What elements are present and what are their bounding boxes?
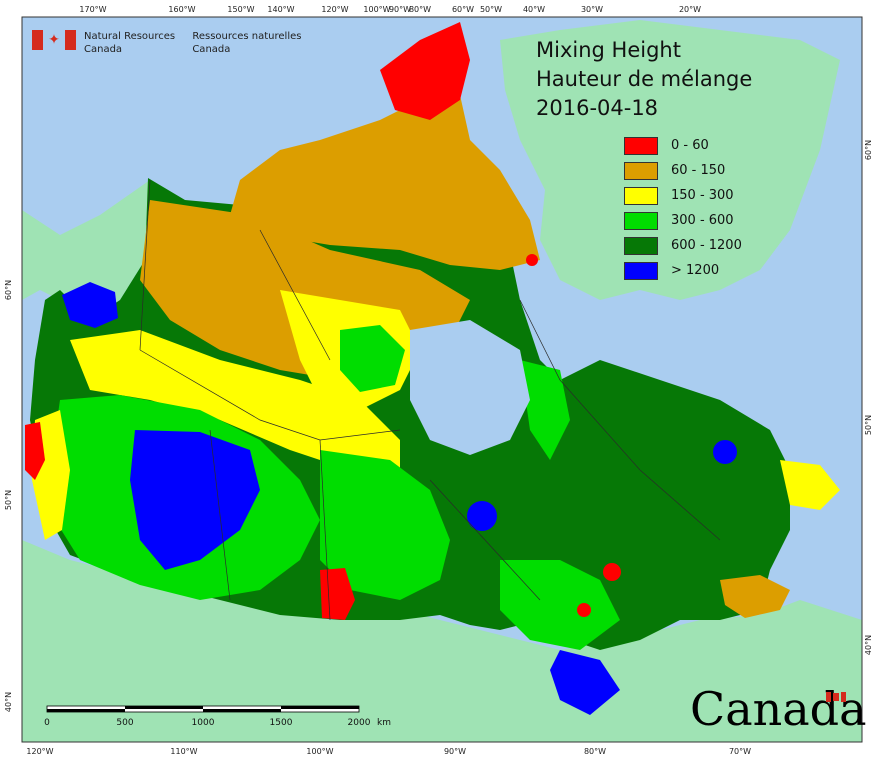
scale-unit: km [377, 718, 391, 728]
zone-blue-yukon [62, 282, 118, 328]
right-latitude-label: 50°N [864, 415, 873, 435]
top-longitude-label: 120°W [321, 5, 348, 14]
left-latitude-label: 50°N [4, 490, 13, 510]
right-latitude-label: 60°N [864, 140, 873, 160]
top-longitude-label: 140°W [267, 5, 294, 14]
bottom-longitude-label: 110°W [170, 747, 197, 756]
zone-red-great-lakes [320, 568, 355, 620]
legend-swatch [624, 136, 658, 155]
bottom-longitude-label: 90°W [444, 747, 466, 756]
legend-label: 60 - 150 [671, 163, 726, 178]
zone-bright-green [340, 325, 405, 392]
top-longitude-labels: 170°W 160°W 150°W 140°W 120°W 100°W90°W80°W 60… [79, 5, 701, 14]
title-date: 2016-04-18 [536, 96, 659, 120]
legend-swatch [624, 211, 658, 230]
wordmark-flag-icon [826, 692, 846, 702]
bottom-longitude-label: 100°W [306, 747, 333, 756]
zone-yellow-band [70, 330, 400, 470]
bottom-longitude-label: 120°W [26, 747, 53, 756]
right-latitude-labels: 60°N 50°N 40°N [864, 140, 873, 655]
agency-en-line-2: Canada [84, 44, 123, 55]
greenland-land [500, 20, 840, 300]
province-boundaries [139, 179, 721, 621]
title-line-en: Mixing Height [536, 38, 681, 62]
zone-green-east [500, 560, 620, 650]
zone-blue-quebec-north [467, 501, 497, 531]
legend: 0 - 60 60 - 150 150 - 300 300 - 600 600 - 12… [624, 133, 742, 283]
arctic-islands [230, 95, 540, 270]
top-longitude-label: 170°W [79, 5, 106, 14]
agency-fr-line-1: Ressources naturelles [192, 31, 302, 42]
top-longitude-label: 80°W [409, 5, 431, 14]
top-longitude-label: 30°W [581, 5, 603, 14]
legend-label: 600 - 1200 [671, 238, 742, 253]
scale-bar [46, 705, 360, 713]
left-latitude-label: 60°N [4, 280, 13, 300]
scale-tick-500: 500 [116, 718, 134, 728]
scale-tick-2000: 2000 [347, 718, 371, 728]
scale-tick-1000: 1000 [191, 718, 215, 728]
legend-label: 300 - 600 [671, 213, 734, 228]
right-latitude-label: 40°N [864, 635, 873, 655]
agency-name: Natural Resources Canada Ressources natu… [84, 30, 315, 56]
zone-green-ontario [320, 450, 450, 600]
legend-item: 300 - 600 [624, 208, 742, 233]
bottom-longitude-label: 70°W [729, 747, 751, 756]
top-longitude-label: 50°W [480, 5, 502, 14]
top-longitude-label: 60°W [452, 5, 474, 14]
legend-label: 0 - 60 [671, 138, 709, 153]
zone-yellow-newfoundland [780, 460, 840, 510]
top-longitude-label: 20°W [679, 5, 701, 14]
legend-swatch [624, 186, 658, 205]
legend-label: > 1200 [671, 263, 720, 278]
top-longitude-label: 100°W [363, 5, 390, 14]
zone-blue-prairie [130, 430, 260, 570]
map-frame [21, 16, 863, 743]
scale-tick-1500: 1500 [269, 718, 293, 728]
legend-item: 150 - 300 [624, 183, 742, 208]
left-latitude-label: 40°N [4, 692, 13, 712]
zone-red-spot-on [577, 603, 591, 617]
zone-orange-maritimes [720, 575, 790, 618]
canada-flag-icon: ✦ [32, 30, 76, 50]
zone-blue-labrador [713, 440, 737, 464]
zone-green-quebec [520, 360, 570, 460]
legend-item: 0 - 60 [624, 133, 742, 158]
legend-label: 150 - 300 [671, 188, 734, 203]
top-longitude-label: 90°W [389, 5, 411, 14]
legend-item: > 1200 [624, 258, 742, 283]
agency-logo: ✦ Natural Resources Canada Ressources na… [32, 30, 315, 56]
legend-item: 600 - 1200 [624, 233, 742, 258]
zone-blue-ontario-south [550, 650, 620, 715]
legend-swatch [624, 261, 658, 280]
title-line-fr: Hauteur de mélange [536, 67, 753, 91]
agency-en-line-1: Natural Resources [84, 31, 176, 42]
top-longitude-label: 40°W [523, 5, 545, 14]
agency-fr-line-2: Canada [192, 44, 231, 55]
top-longitude-label: 160°W [168, 5, 195, 14]
hudson-bay [410, 320, 530, 455]
legend-item: 60 - 150 [624, 158, 742, 183]
scale-tick-0: 0 [44, 718, 50, 728]
alaska-land [22, 180, 150, 320]
bottom-longitude-labels: 120°W 110°W 100°W 90°W 80°W 70°W [26, 747, 751, 756]
map-title: Mixing Height Hauteur de mélange 2016-04… [536, 36, 752, 123]
legend-swatch [624, 236, 658, 255]
top-longitude-label: 150°W [227, 5, 254, 14]
legend-swatch [624, 161, 658, 180]
zone-red-bc-coast [25, 422, 45, 480]
bottom-longitude-label: 80°W [584, 747, 606, 756]
zone-red-spot-mb [526, 254, 538, 266]
ellesmere-island [380, 22, 470, 120]
zone-red-spot-qc [603, 563, 621, 581]
usa-land [22, 540, 862, 742]
left-latitude-labels: 60°N 50°N 40°N [4, 280, 13, 712]
